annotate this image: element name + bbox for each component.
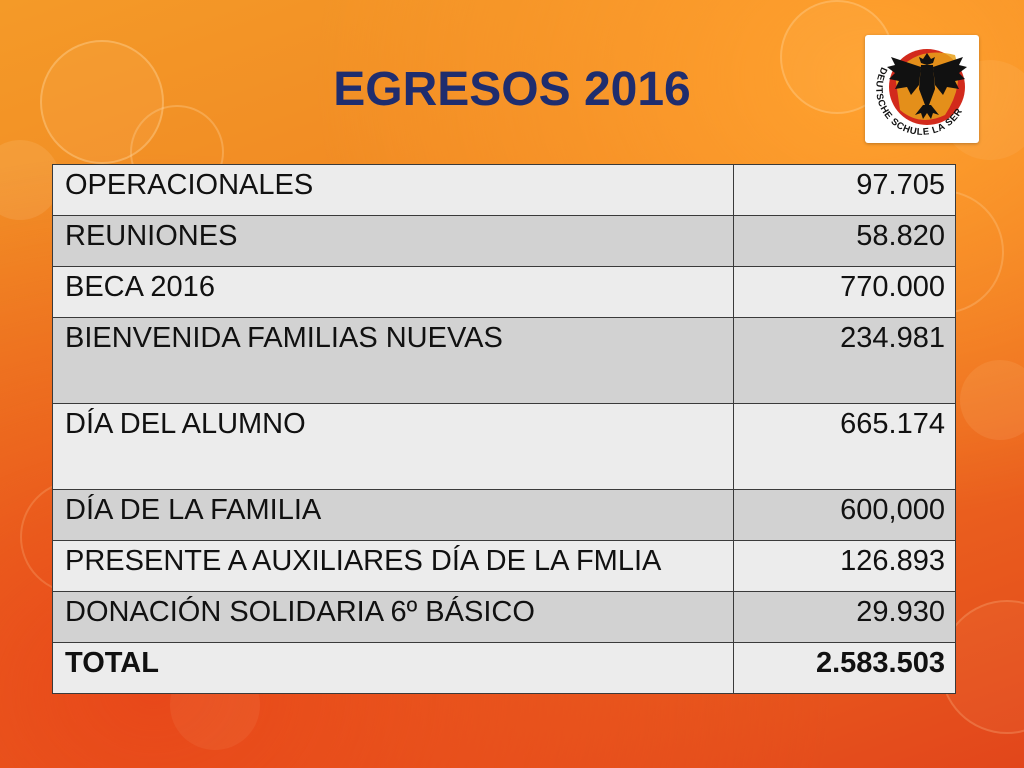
- eagle-icon: DEUTSCHE SCHULE LA SERENA: [865, 35, 967, 138]
- table-row: PRESENTE A AUXILIARES DÍA DE LA FMLIA 12…: [52, 540, 956, 592]
- row-value: 770.000: [733, 266, 956, 318]
- table-row: BIENVENIDA FAMILIAS NUEVAS 234.981: [52, 317, 956, 404]
- row-label: REUNIONES: [52, 215, 734, 267]
- row-value: 58.820: [733, 215, 956, 267]
- total-value: 2.583.503: [733, 642, 956, 694]
- table-row: DÍA DE LA FAMILIA 600,000: [52, 489, 956, 541]
- expenses-table: OPERACIONALES 97.705 REUNIONES 58.820 BE…: [52, 164, 956, 694]
- total-label: TOTAL: [52, 642, 734, 694]
- school-logo: DEUTSCHE SCHULE LA SERENA: [865, 35, 979, 143]
- row-value: 29.930: [733, 591, 956, 643]
- row-label: BECA 2016: [52, 266, 734, 318]
- row-label: DÍA DE LA FAMILIA: [52, 489, 734, 541]
- row-value: 97.705: [733, 164, 956, 216]
- table-row: DONACIÓN SOLIDARIA 6º BÁSICO 29.930: [52, 591, 956, 643]
- table-total-row: TOTAL 2.583.503: [52, 642, 956, 694]
- row-label: DONACIÓN SOLIDARIA 6º BÁSICO: [52, 591, 734, 643]
- row-label: PRESENTE A AUXILIARES DÍA DE LA FMLIA: [52, 540, 734, 592]
- row-label: BIENVENIDA FAMILIAS NUEVAS: [52, 317, 734, 404]
- row-value: 126.893: [733, 540, 956, 592]
- table-row: REUNIONES 58.820: [52, 215, 956, 267]
- row-value: 234.981: [733, 317, 956, 404]
- row-value: 600,000: [733, 489, 956, 541]
- slide-title: EGRESOS 2016: [333, 63, 691, 116]
- row-label: OPERACIONALES: [52, 164, 734, 216]
- row-label: DÍA DEL ALUMNO: [52, 403, 734, 490]
- table-row: DÍA DEL ALUMNO 665.174: [52, 403, 956, 490]
- background-bokeh: [960, 360, 1024, 440]
- table-row: BECA 2016 770.000: [52, 266, 956, 318]
- table-row: OPERACIONALES 97.705: [52, 164, 956, 216]
- background-bokeh: [0, 140, 60, 220]
- row-value: 665.174: [733, 403, 956, 490]
